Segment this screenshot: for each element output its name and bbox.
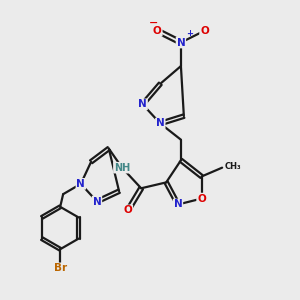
Text: N: N bbox=[93, 196, 101, 206]
Text: O: O bbox=[124, 206, 132, 215]
Text: Br: Br bbox=[54, 263, 67, 273]
Text: O: O bbox=[153, 26, 162, 36]
Text: O: O bbox=[200, 26, 209, 36]
Text: NH: NH bbox=[114, 163, 130, 173]
Text: N: N bbox=[156, 118, 165, 128]
Text: N: N bbox=[76, 179, 85, 189]
Text: O: O bbox=[197, 194, 206, 204]
Text: CH₃: CH₃ bbox=[224, 162, 241, 171]
Text: +: + bbox=[186, 29, 193, 38]
Text: N: N bbox=[138, 99, 147, 110]
Text: N: N bbox=[174, 200, 182, 209]
Text: −: − bbox=[148, 17, 158, 27]
Text: N: N bbox=[176, 38, 185, 47]
